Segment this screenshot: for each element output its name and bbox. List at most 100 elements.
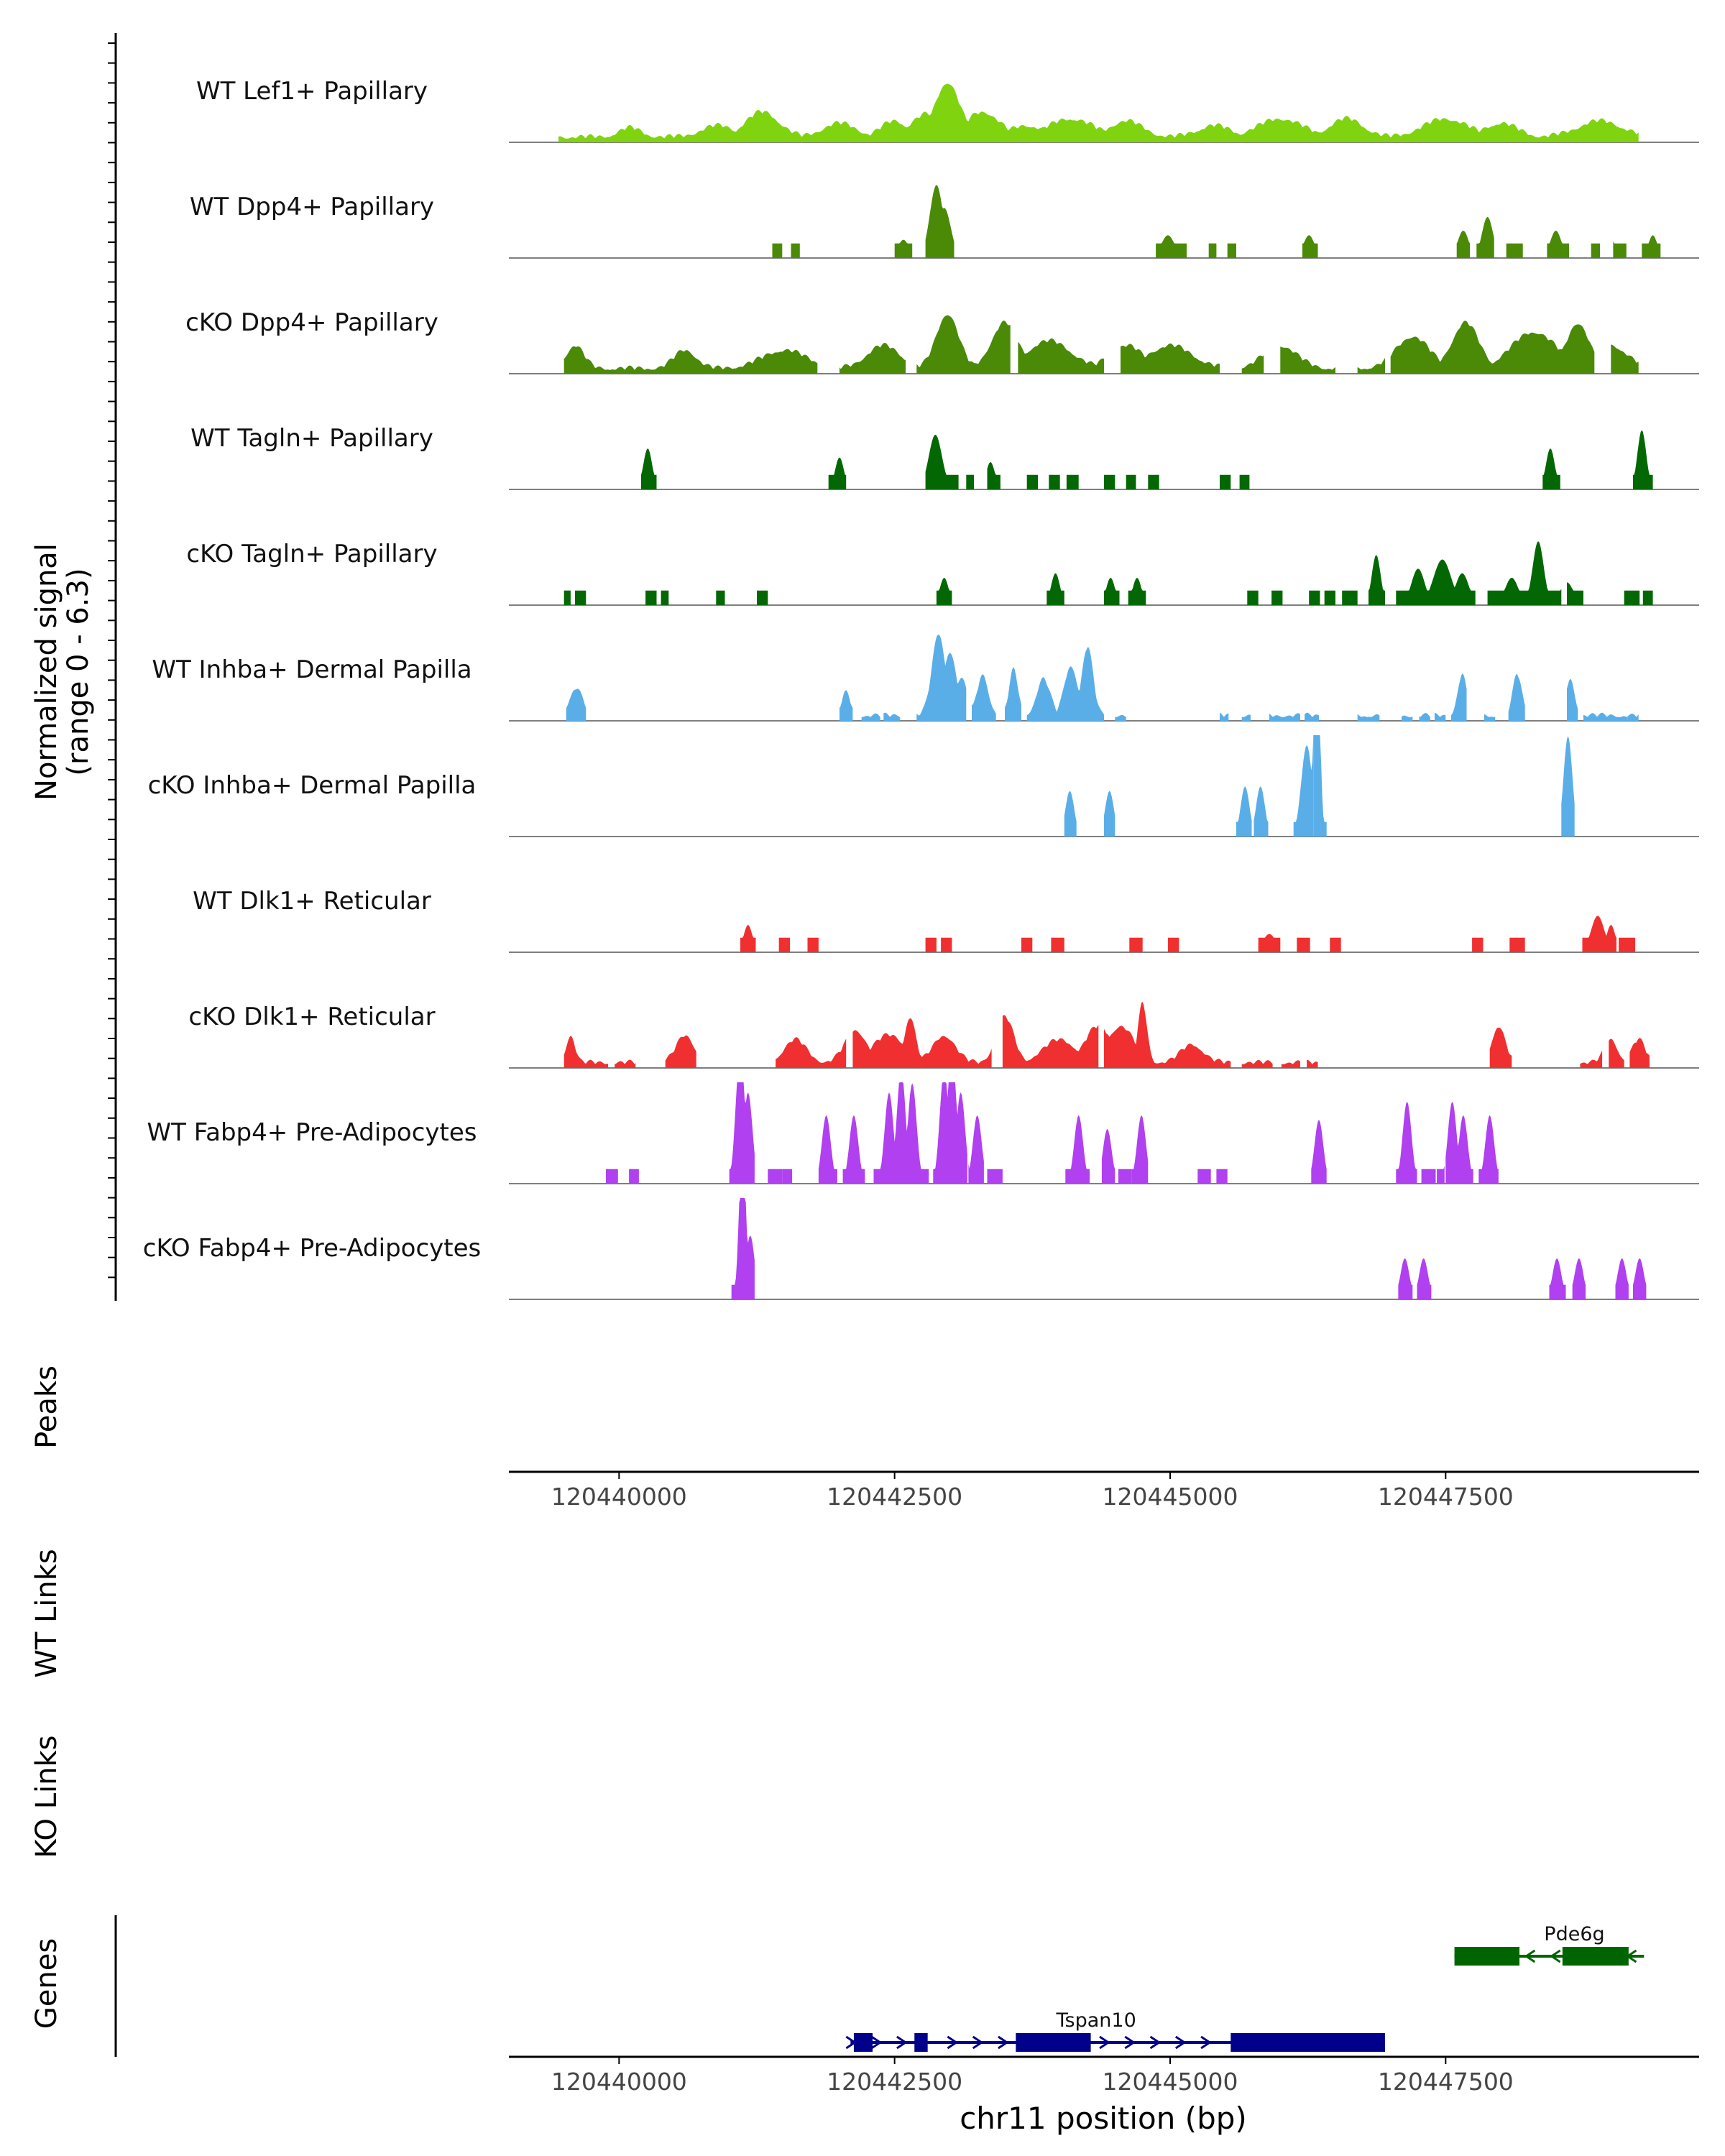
signal-area [1156, 235, 1187, 258]
signal-area [1624, 590, 1640, 605]
gene-label: Pde6g [1544, 1923, 1604, 1945]
gene-exon [1562, 1947, 1629, 1966]
x-tick-label: 120440000 [551, 2068, 687, 2096]
track-label: cKO Tagln+ Papillary [186, 540, 437, 568]
gene: Tspan10 [845, 2009, 1385, 2052]
signal-area [1549, 1258, 1566, 1299]
signal-area [1506, 243, 1523, 258]
signal-area [1104, 1002, 1231, 1068]
signal-area [1241, 714, 1251, 721]
signal-area [665, 1035, 696, 1068]
signal-area [1271, 590, 1283, 605]
signal-area [1104, 474, 1116, 489]
signal-area [1324, 590, 1335, 605]
signal-area [916, 315, 1011, 374]
signal-area [566, 688, 586, 721]
signal-area [1101, 1128, 1116, 1184]
signal-area [1026, 474, 1038, 489]
signal-area [828, 457, 847, 489]
signal-area [1629, 1038, 1650, 1068]
signal-area [564, 1036, 608, 1068]
signal-area [1445, 1101, 1473, 1184]
signal-area [1131, 1115, 1149, 1184]
signal-area [1002, 1015, 1099, 1068]
signal-area [782, 1169, 793, 1184]
signal-area [842, 1115, 865, 1184]
signal-area [1216, 1169, 1228, 1184]
signal-area [772, 243, 783, 258]
signal-area [966, 474, 975, 489]
signal-area [1065, 1115, 1090, 1184]
signal-area [1026, 666, 1071, 721]
y-axis-range-label: (range 0 - 6.3) [62, 568, 95, 775]
track-label: WT Dpp4+ Papillary [190, 193, 434, 221]
signal-area [1357, 714, 1380, 721]
strand-arrow [1174, 2035, 1187, 2050]
signal-area [1197, 1169, 1211, 1184]
signal-area [605, 1169, 618, 1184]
x-tick-label: 120447500 [1378, 1483, 1514, 1511]
y-axis-label: Normalized signal [30, 543, 63, 801]
track: WT Dlk1+ Reticular [193, 887, 1699, 953]
track: WT Dpp4+ Papillary [190, 185, 1699, 259]
signal-area [1254, 786, 1269, 837]
track-label: WT Tagln+ Papillary [190, 424, 433, 453]
signal-area [641, 448, 657, 489]
gene-exon [1230, 2033, 1385, 2052]
peaks-panel-label: Peaks [30, 1365, 63, 1449]
signal-area [1456, 230, 1471, 258]
signal-area [968, 1115, 984, 1184]
signal-area [1305, 712, 1319, 721]
strand-arrow [947, 2035, 959, 2050]
signal-area [883, 712, 901, 721]
signal-area [1208, 243, 1217, 258]
gene-exon [1016, 2033, 1091, 2052]
x-tick-label: 120445000 [1103, 2068, 1238, 2096]
signal-area [1104, 577, 1120, 605]
signal-area [1627, 714, 1639, 721]
signal-area [1167, 937, 1179, 952]
signal-area [1508, 674, 1525, 721]
track: WT Inhba+ Dermal Papilla [152, 635, 1699, 722]
track-label: cKO Dpp4+ Papillary [185, 308, 438, 337]
gene-label: Tspan10 [1056, 2009, 1136, 2032]
signal-area [1402, 715, 1413, 721]
signal-area [1297, 937, 1310, 952]
signal-area [1619, 937, 1636, 952]
signal-area [873, 1082, 929, 1184]
signal-area [564, 346, 818, 374]
signal-area [925, 185, 954, 258]
signal-area [818, 1115, 837, 1184]
signal-area [1064, 791, 1077, 837]
signal-area [1398, 1258, 1413, 1299]
signal-area [894, 239, 913, 258]
genes-panel: 120440000 120442500 120445000 120447500 Tspa… [114, 1915, 1699, 2096]
signal-area [778, 937, 790, 952]
signal-area [1396, 1101, 1417, 1184]
signal-area [1129, 937, 1143, 952]
x-axis-title: chr11 position (bp) [960, 2101, 1247, 2136]
strand-arrow [998, 2035, 1009, 2050]
track: WT Fabp4+ Pre-Adipocytes [147, 1082, 1699, 1184]
track: cKO Dpp4+ Papillary [185, 308, 1699, 374]
strand-arrow [870, 2035, 883, 2050]
signal-area [1307, 1059, 1318, 1068]
signal-area [731, 1198, 755, 1299]
signal-area [987, 461, 1000, 489]
gene-exon [853, 2033, 873, 2052]
x-tick-label: 120442500 [827, 2068, 962, 2096]
signal-area [1128, 577, 1146, 605]
signal-area [1269, 713, 1300, 721]
signal-area [1051, 937, 1064, 952]
x-tick-label: 120440000 [551, 1483, 687, 1511]
signal-area [740, 924, 756, 952]
signal-area [661, 590, 669, 605]
signal-area [1046, 573, 1064, 605]
signal-area [1293, 735, 1314, 837]
track-label: cKO Inhba+ Dermal Papilla [148, 771, 477, 800]
strand-arrow [1099, 2035, 1110, 2050]
signal-area [1118, 1169, 1132, 1184]
signal-area [1227, 243, 1236, 258]
signal-area [840, 690, 853, 721]
